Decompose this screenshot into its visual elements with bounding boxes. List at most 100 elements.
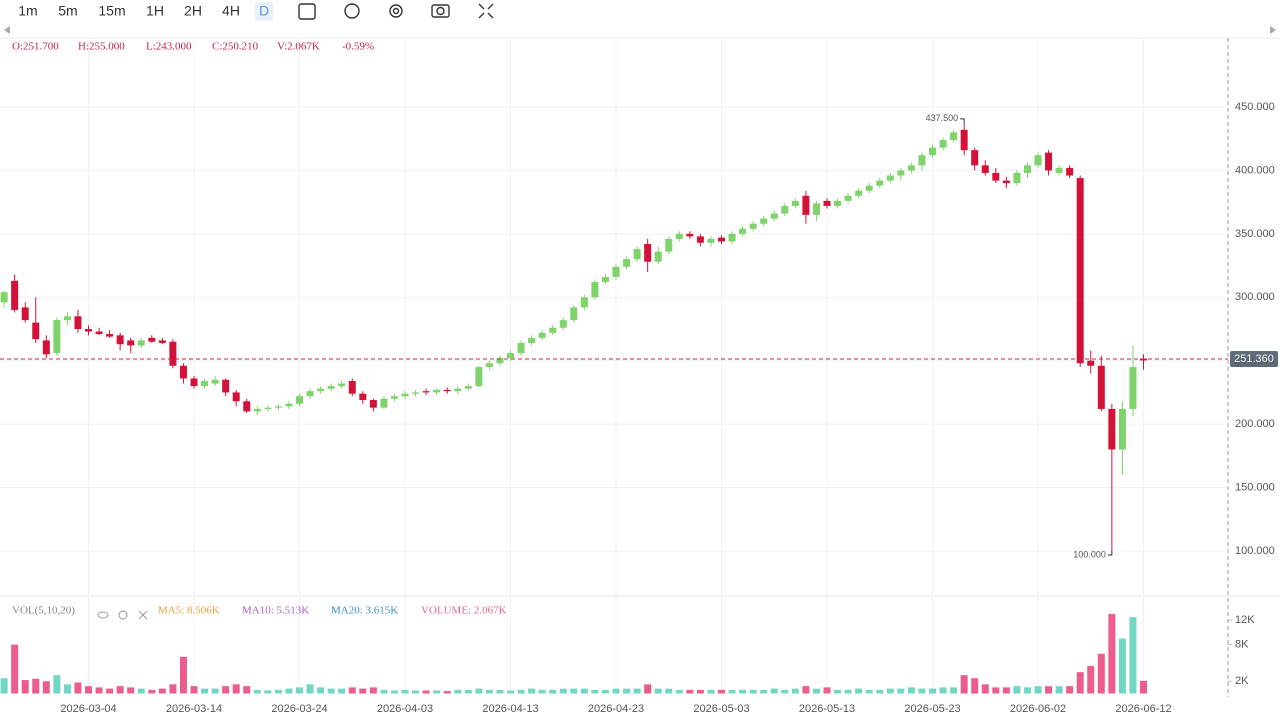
volume-bar: [274, 689, 282, 694]
candle-body: [992, 172, 1000, 181]
volume-bar: [760, 689, 768, 694]
volume-bar: [137, 688, 145, 694]
candle-body: [760, 218, 768, 224]
candle-body: [285, 403, 293, 407]
settings-icon[interactable]: [389, 4, 403, 18]
y-tick-label: 350.000: [1235, 228, 1275, 240]
indicator-icon[interactable]: [298, 3, 316, 20]
volume-bar: [580, 688, 588, 694]
volume-bar: [148, 689, 156, 694]
interval-button[interactable]: 15m: [98, 3, 125, 19]
candle-body: [74, 316, 82, 329]
volume-bar: [85, 686, 92, 694]
ohlc-value: L:243.000: [146, 41, 192, 53]
volume-bar: [296, 687, 303, 694]
volume-bar: [633, 688, 641, 694]
volume-bar: [686, 689, 694, 694]
candle-body: [834, 200, 842, 206]
volume-legend-item: VOLUME: 2.067K: [421, 605, 507, 617]
volume-tick-label: 2K: [1235, 675, 1249, 687]
interval-button[interactable]: 2H: [184, 3, 202, 19]
candle-body: [960, 129, 968, 151]
volume-bar: [1055, 686, 1063, 694]
candle-body: [296, 396, 303, 404]
volume-bar: [116, 686, 124, 694]
candle-body: [211, 379, 219, 384]
volume-bar: [11, 644, 19, 694]
active-highlight: [255, 2, 273, 21]
candle-body: [137, 340, 145, 346]
volume-legend-item: MA20: 3.615K: [331, 605, 398, 617]
scroll-left[interactable]: [4, 26, 10, 34]
x-tick-label: 2026-06-12: [1115, 703, 1171, 715]
candle-body: [454, 388, 462, 392]
candle-body: [686, 233, 694, 237]
volume-bar: [179, 656, 187, 694]
volume-bar: [0, 678, 8, 694]
interval-button[interactable]: D: [259, 3, 269, 19]
candle-body: [538, 332, 546, 338]
x-tick-label: 2026-03-24: [271, 703, 327, 715]
x-tick-label: 2026-04-23: [588, 703, 644, 715]
volume-bar: [63, 684, 71, 694]
interval-button[interactable]: 1H: [146, 3, 164, 19]
drawing-icon[interactable]: [344, 3, 360, 19]
volume-bar: [317, 687, 325, 694]
candle-body: [1097, 365, 1105, 409]
y-tick-label: 150.000: [1235, 481, 1275, 493]
volume-bar: [992, 687, 1000, 694]
volume-bar: [907, 687, 915, 694]
camera-icon[interactable]: [431, 4, 450, 18]
toolbar: 1m 5m 15m 1H 2H 4H D: [18, 2, 273, 21]
candle-body: [401, 393, 409, 397]
volume-bar: [158, 688, 166, 694]
volume-bar: [570, 688, 578, 694]
candle-body: [179, 365, 187, 379]
candle-body: [95, 331, 103, 335]
candle-body: [369, 400, 377, 408]
candle-body: [201, 381, 209, 387]
candle-body: [528, 337, 536, 343]
volume-bar: [1045, 686, 1053, 694]
close-icon[interactable]: [138, 610, 148, 620]
volume-legend-icons: [97, 610, 148, 620]
hide-icon[interactable]: [97, 611, 109, 619]
volume-bar: [412, 690, 420, 694]
volume-bar: [718, 689, 725, 694]
candle-body: [981, 165, 989, 173]
volume-bar: [707, 689, 715, 694]
volume-bar: [812, 688, 820, 694]
volume-bar: [791, 688, 799, 694]
volume-bar: [390, 690, 398, 694]
interval-button[interactable]: 5m: [58, 3, 77, 19]
candle-body: [485, 363, 493, 368]
scroll-right[interactable]: [1270, 26, 1276, 34]
candle-body: [749, 223, 757, 229]
annotation-arrow: [960, 118, 965, 123]
candle-body: [433, 389, 441, 393]
volume-bar: [918, 688, 926, 694]
candle-body: [876, 180, 884, 186]
candle-body: [517, 342, 525, 354]
volume-bar: [929, 688, 936, 694]
interval-button[interactable]: 4H: [222, 3, 240, 19]
volume-bar: [21, 680, 29, 694]
volume-tick-label: 8K: [1235, 639, 1249, 651]
volume-bar: [253, 689, 261, 694]
toolbar-icons: [298, 3, 494, 20]
volume-bar: [369, 687, 377, 694]
fullscreen-icon[interactable]: [478, 3, 494, 19]
settings-icon[interactable]: [118, 610, 128, 620]
candle-body: [0, 292, 8, 303]
volume-bar: [422, 690, 430, 694]
candle-body: [32, 322, 40, 340]
volume-bar: [475, 688, 483, 694]
candle-body: [348, 381, 356, 394]
candle-body: [654, 251, 662, 262]
volume-bar: [728, 689, 736, 694]
candle-body: [1066, 167, 1074, 176]
volume-bar: [507, 690, 514, 694]
ohlc-value: V:2.067K: [277, 41, 320, 53]
volume-bar: [939, 687, 947, 694]
interval-button[interactable]: 1m: [18, 3, 37, 19]
